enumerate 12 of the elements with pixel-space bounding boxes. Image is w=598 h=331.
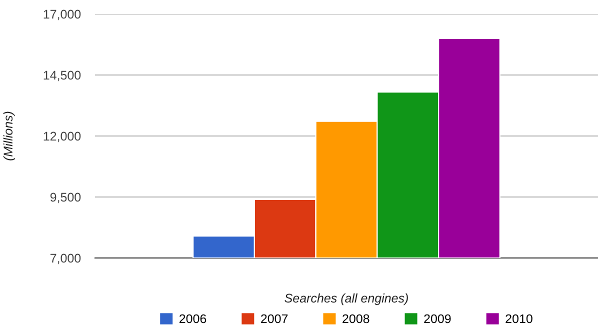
y-axis-title: (Millions)	[3, 112, 15, 160]
y-tick-label: 14,500	[44, 70, 81, 82]
y-tick-label: 7,000	[50, 254, 81, 264]
y-tick-label: 9,500	[50, 192, 81, 204]
legend-label: 2008	[342, 314, 370, 324]
legend-label: 2009	[424, 314, 451, 324]
legend-label: 2007	[261, 314, 288, 324]
y-tick-label: 17,000	[44, 10, 81, 20]
legend-label: 2010	[506, 314, 532, 324]
y-tick-label: 12,000	[44, 132, 81, 142]
legend-label: 2006	[179, 314, 206, 324]
x-axis-title: Searches (all engines)	[284, 293, 408, 306]
